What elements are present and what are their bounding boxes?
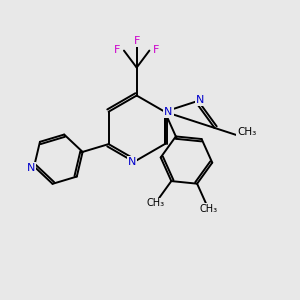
Text: N: N [26, 163, 35, 173]
Text: N: N [128, 157, 136, 167]
Text: F: F [153, 45, 159, 55]
Text: F: F [114, 45, 121, 55]
Text: F: F [134, 36, 140, 46]
Text: CH₃: CH₃ [146, 198, 164, 208]
Text: CH₃: CH₃ [237, 127, 256, 137]
Text: N: N [164, 107, 173, 117]
Text: CH₃: CH₃ [199, 204, 218, 214]
Text: N: N [196, 95, 204, 105]
